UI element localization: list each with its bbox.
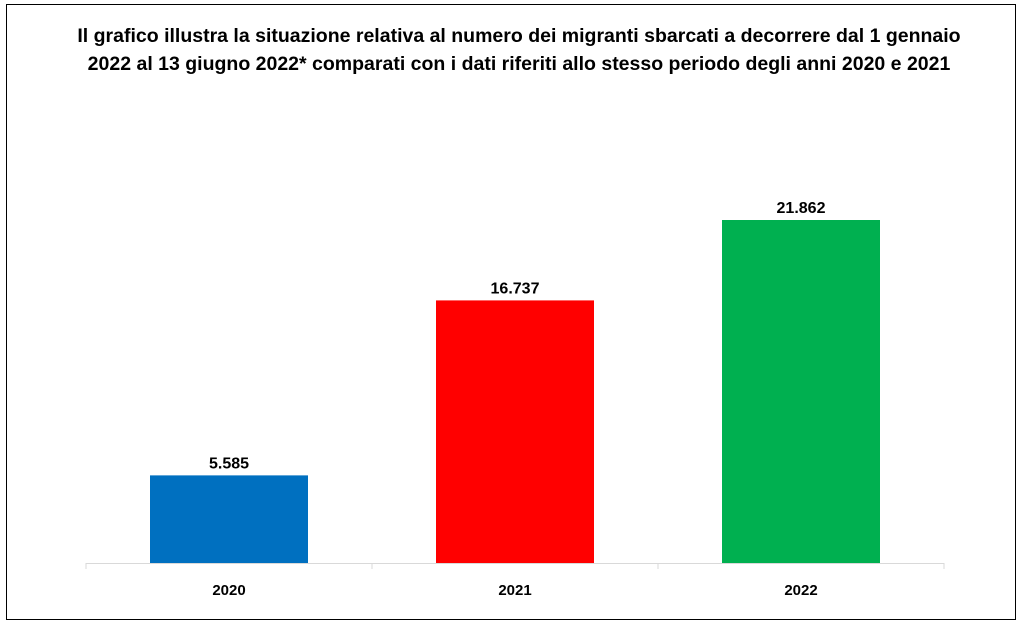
bar-2020: [150, 475, 308, 563]
x-axis-ticks: [85, 563, 945, 569]
x-tick-label-2020: 2020: [212, 582, 245, 599]
chart-title: Il grafico illustra la situazione relati…: [77, 25, 961, 75]
x-tick-label-2022: 2022: [784, 582, 817, 599]
x-tick-label-2021: 2021: [498, 582, 531, 599]
data-label-2021: 16.737: [491, 280, 540, 297]
labels-layer: 5.585 2020 16.737 2021 21.862 2022: [209, 200, 826, 599]
data-label-2022: 21.862: [777, 200, 826, 217]
data-label-2020: 5.585: [209, 455, 249, 472]
bar-2021: [436, 300, 594, 563]
bar-2022: [722, 220, 880, 563]
bars-layer: [150, 220, 880, 563]
